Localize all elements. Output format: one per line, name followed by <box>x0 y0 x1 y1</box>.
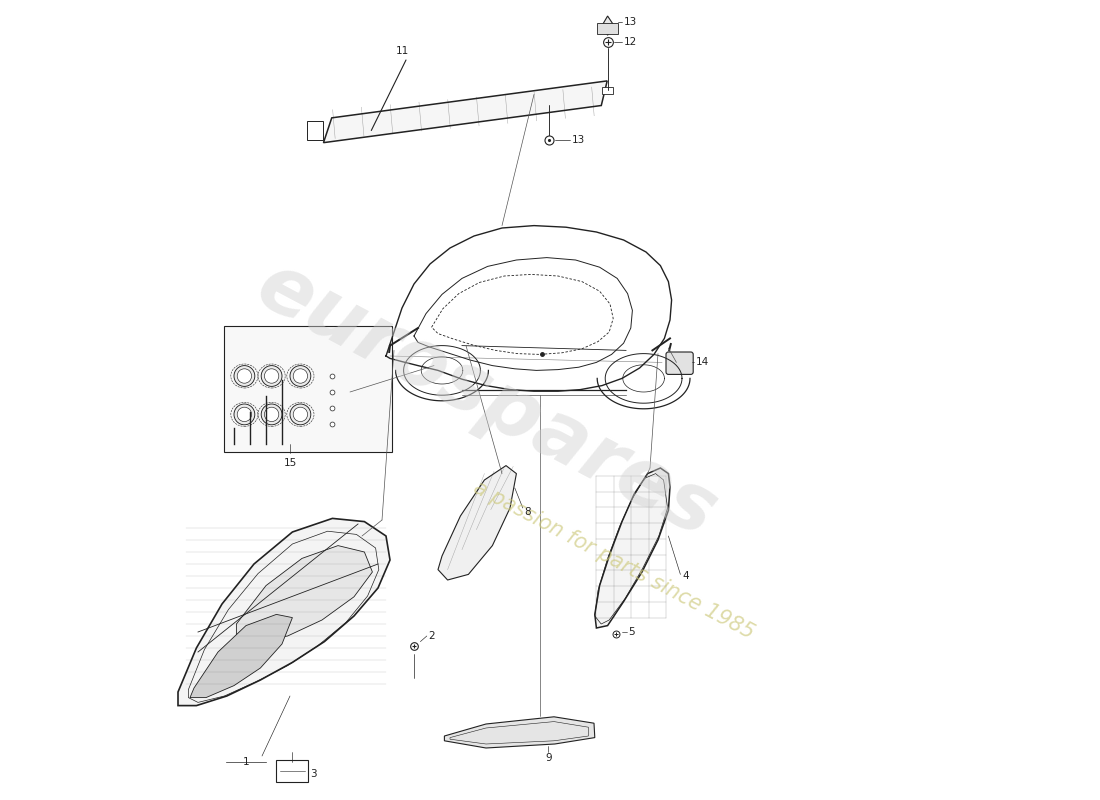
Text: 5: 5 <box>628 627 635 637</box>
Ellipse shape <box>294 407 308 422</box>
Bar <box>223 326 392 452</box>
Ellipse shape <box>264 369 278 383</box>
Text: 12: 12 <box>624 38 637 47</box>
Polygon shape <box>595 468 670 628</box>
Polygon shape <box>323 81 607 142</box>
Ellipse shape <box>290 366 311 386</box>
Text: 14: 14 <box>695 358 708 367</box>
Ellipse shape <box>294 369 308 383</box>
Text: 11: 11 <box>395 46 408 56</box>
Polygon shape <box>602 16 614 35</box>
Text: eurospares: eurospares <box>243 246 729 554</box>
Polygon shape <box>178 518 390 706</box>
Text: 9: 9 <box>546 754 552 763</box>
Ellipse shape <box>290 404 311 425</box>
Ellipse shape <box>234 404 255 425</box>
Ellipse shape <box>264 407 278 422</box>
Polygon shape <box>438 466 516 580</box>
FancyBboxPatch shape <box>602 87 613 94</box>
Text: 13: 13 <box>572 135 585 146</box>
Ellipse shape <box>261 366 282 386</box>
FancyBboxPatch shape <box>276 760 308 782</box>
FancyBboxPatch shape <box>666 352 693 374</box>
Polygon shape <box>444 717 595 748</box>
Ellipse shape <box>238 369 252 383</box>
Ellipse shape <box>238 407 252 422</box>
Polygon shape <box>190 614 293 698</box>
Text: 8: 8 <box>525 507 531 517</box>
Ellipse shape <box>261 404 282 425</box>
Text: 3: 3 <box>310 769 317 778</box>
Text: 1: 1 <box>243 757 250 766</box>
FancyBboxPatch shape <box>597 23 618 34</box>
Text: a passion for parts since 1985: a passion for parts since 1985 <box>470 478 758 642</box>
Polygon shape <box>236 546 373 642</box>
Text: 2: 2 <box>428 631 435 641</box>
Text: 4: 4 <box>682 571 689 581</box>
Text: 13: 13 <box>624 18 637 27</box>
FancyBboxPatch shape <box>307 121 323 140</box>
Text: 15: 15 <box>284 458 297 467</box>
Ellipse shape <box>234 366 255 386</box>
